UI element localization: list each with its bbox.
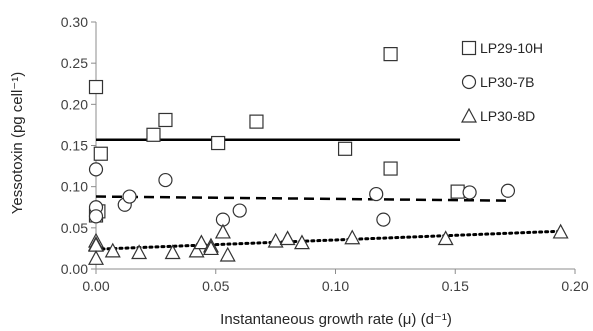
point-lp30-8d (219, 246, 236, 262)
point-lp30-7b (232, 203, 247, 218)
point-lp30-8d (104, 242, 121, 258)
point-lp29-10h (383, 161, 398, 176)
point-lp30-7b (376, 212, 391, 227)
y-tick-label: 0.05 (61, 220, 88, 236)
legend-label-lp29-10h: LP29-10H (480, 40, 543, 56)
point-lp29-10h (383, 47, 398, 62)
point-lp30-8d (188, 242, 205, 258)
point-lp30-7b (369, 186, 384, 202)
point-lp29-10h (93, 146, 108, 161)
point-lp30-8d (87, 250, 105, 265)
y-tick-label: 0.00 (61, 261, 88, 277)
point-lp30-7b (462, 185, 477, 200)
y-tick-label: 0.10 (61, 179, 88, 195)
x-tick-label: 0.00 (82, 278, 109, 294)
point-lp29-10h (146, 127, 161, 142)
point-lp30-8d (164, 244, 181, 260)
x-tick-label: 0.15 (442, 278, 469, 294)
y-tick-label: 0.20 (61, 96, 88, 112)
x-tick-label: 0.20 (561, 278, 588, 294)
y-tick-label: 0.15 (61, 138, 88, 154)
point-lp30-8d (552, 223, 569, 239)
point-lp30-7b (122, 189, 137, 204)
point-lp29-10h (158, 112, 173, 128)
legend-label-lp30-8d: LP30-8D (480, 108, 535, 124)
point-lp30-8d (344, 229, 361, 245)
y-axis-title: Yessotoxin (pg cell⁻¹) (9, 72, 26, 214)
point-lp29-10h (211, 135, 226, 151)
y-tick-label: 0.30 (61, 14, 88, 30)
tick-labels: 0.00 0.05 0.10 0.15 0.20 0.25 0.30 0.00 0.05 0.10… (61, 14, 589, 294)
point-lp30-7b (158, 172, 173, 188)
legend-marker-lp30-8d (460, 107, 478, 123)
point-lp30-7b (500, 183, 516, 198)
trend-lines (94, 138, 565, 251)
legend: LP29-10H LP30-7B LP30-8D (460, 40, 543, 124)
x-axis-title: Instantaneous growth rate (μ) (d⁻¹) (220, 311, 452, 328)
point-lp30-8d (267, 232, 284, 248)
legend-label-lp30-7b: LP30-7B (480, 74, 534, 90)
legend-marker-lp30-7b (461, 74, 477, 90)
point-lp30-8d (202, 240, 219, 256)
chart-axes (91, 21, 576, 274)
x-tick-label: 0.05 (202, 278, 229, 294)
point-lp30-8d (293, 234, 310, 250)
point-lp29-10h (337, 141, 353, 156)
point-lp30-8d (214, 223, 231, 239)
data-points (87, 47, 569, 265)
point-lp30-8d (279, 230, 296, 246)
point-lp30-7b (88, 162, 104, 177)
legend-marker-lp29-10h (461, 40, 477, 56)
x-tick-label: 0.10 (322, 278, 349, 294)
point-lp29-10h (450, 184, 465, 199)
trend-line-lp30-7b (95, 195, 511, 202)
y-tick-label: 0.25 (61, 55, 88, 71)
point-lp30-8d (437, 230, 454, 246)
point-lp30-7b (88, 209, 104, 224)
point-lp30-8d (131, 244, 148, 260)
point-lp30-8d (193, 234, 210, 250)
trend-line-lp30-8d (94, 229, 565, 251)
point-lp29-10h (88, 79, 104, 95)
point-lp29-10h (249, 114, 264, 129)
